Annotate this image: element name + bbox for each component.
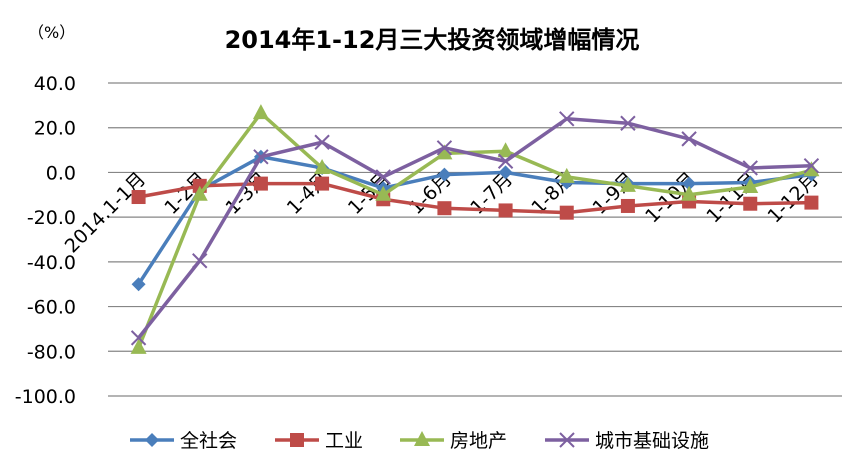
- x-marker: [803, 158, 820, 174]
- series-line: [137, 155, 812, 286]
- y-tick-label: -60.0: [27, 297, 76, 319]
- x-marker: [742, 160, 758, 176]
- y-tick-label: 0.0: [46, 162, 76, 184]
- triangle-marker: [436, 144, 453, 160]
- triangle-marker: [497, 142, 514, 158]
- square-marker: [290, 433, 304, 447]
- square-marker: [559, 205, 574, 220]
- x-marker: [620, 115, 636, 131]
- x-marker: [681, 131, 697, 147]
- legend-item: 城市基础设施: [545, 430, 709, 452]
- y-tick-label: 20.0: [34, 118, 76, 140]
- x-marker: [559, 432, 575, 448]
- square-marker: [253, 176, 268, 191]
- square-marker: [804, 195, 819, 210]
- legend-label: 城市基础设施: [595, 430, 709, 452]
- y-tick-label: -80.0: [27, 341, 76, 363]
- triangle-marker: [742, 177, 759, 193]
- triangle-marker: [252, 104, 269, 120]
- square-marker: [743, 196, 758, 211]
- legend-item: 房地产: [400, 430, 507, 452]
- square-marker: [437, 201, 452, 216]
- diamond-marker: [682, 176, 697, 191]
- x-marker: [559, 111, 575, 127]
- series-line: [138, 181, 812, 215]
- square-marker: [498, 203, 513, 218]
- triangle-marker: [803, 161, 820, 177]
- chart-title: 2014年1-12月三大投资领域增幅情况: [225, 26, 640, 54]
- series-line: [137, 117, 812, 339]
- diamond-marker: [498, 165, 513, 180]
- square-marker: [315, 176, 330, 191]
- x-marker: [192, 253, 208, 269]
- y-tick-label: -40.0: [27, 252, 76, 274]
- triangle-marker: [414, 431, 430, 446]
- x-marker: [497, 153, 514, 169]
- triangle-marker: [191, 185, 208, 201]
- series-2: [130, 104, 820, 354]
- legend-label: 房地产: [450, 430, 507, 452]
- diamond-marker: [437, 167, 452, 182]
- x-tick-label: 1-4月: [283, 168, 334, 219]
- square-marker: [131, 190, 146, 205]
- triangle-marker: [681, 185, 698, 201]
- legend-label: 工业: [325, 430, 363, 452]
- legend-label: 全社会: [180, 430, 237, 452]
- series-3: [130, 111, 820, 346]
- triangle-marker: [130, 338, 147, 354]
- y-tick-label: 40.0: [34, 73, 76, 95]
- x-marker: [314, 134, 330, 150]
- y-unit-label: （%）: [28, 23, 75, 42]
- diamond-marker: [145, 433, 159, 447]
- x-marker: [130, 330, 147, 346]
- legend-item: 全社会: [130, 430, 237, 452]
- triangle-marker: [314, 158, 331, 174]
- x-marker: [253, 149, 269, 165]
- triangle-marker: [619, 176, 636, 192]
- diamond-marker: [131, 277, 146, 292]
- y-tick-label: -20.0: [27, 207, 76, 229]
- x-marker: [375, 169, 391, 185]
- x-marker: [436, 140, 453, 156]
- square-marker: [620, 198, 635, 213]
- triangle-marker: [558, 167, 575, 183]
- legend-item: 工业: [275, 430, 363, 452]
- triangle-marker: [375, 185, 392, 201]
- y-tick-label: -100.0: [15, 386, 76, 408]
- series-line: [136, 111, 812, 349]
